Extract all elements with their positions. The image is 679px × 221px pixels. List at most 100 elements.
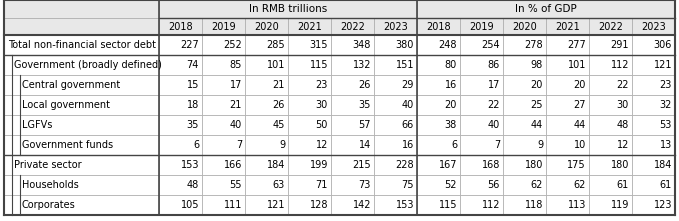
Text: Central government: Central government — [22, 80, 120, 90]
Bar — [460, 135, 503, 155]
Text: 142: 142 — [352, 200, 371, 210]
Text: 215: 215 — [352, 160, 371, 170]
Text: 228: 228 — [395, 160, 414, 170]
Bar — [4, 135, 159, 155]
Text: 168: 168 — [481, 160, 500, 170]
Bar — [374, 95, 417, 115]
Bar — [331, 55, 374, 75]
Bar — [503, 75, 546, 95]
Text: 22: 22 — [488, 100, 500, 110]
Bar — [374, 35, 417, 55]
Bar — [331, 195, 374, 215]
Bar — [288, 155, 331, 175]
Text: Local government: Local government — [22, 100, 110, 110]
Text: 252: 252 — [223, 40, 242, 50]
Bar — [245, 115, 288, 135]
Bar — [4, 175, 159, 195]
Text: 30: 30 — [316, 100, 328, 110]
Bar — [4, 195, 159, 215]
Bar — [245, 175, 288, 195]
Text: 118: 118 — [525, 200, 543, 210]
Text: 101: 101 — [267, 60, 285, 70]
Bar — [417, 155, 460, 175]
Text: 111: 111 — [223, 200, 242, 210]
Text: 2023: 2023 — [383, 21, 408, 32]
Text: 9: 9 — [279, 140, 285, 150]
Text: 40: 40 — [488, 120, 500, 130]
Text: 105: 105 — [181, 200, 199, 210]
Text: 17: 17 — [230, 80, 242, 90]
Text: 128: 128 — [310, 200, 328, 210]
Text: 18: 18 — [187, 100, 199, 110]
Bar — [288, 175, 331, 195]
Bar — [589, 155, 632, 175]
Text: 25: 25 — [530, 100, 543, 110]
Bar — [331, 75, 374, 95]
Text: 85: 85 — [230, 60, 242, 70]
Text: 277: 277 — [567, 40, 586, 50]
Text: 98: 98 — [531, 60, 543, 70]
Text: 115: 115 — [439, 200, 457, 210]
Text: 2022: 2022 — [598, 21, 623, 32]
Bar — [4, 35, 159, 55]
Bar — [4, 155, 159, 175]
Bar — [245, 75, 288, 95]
Bar — [159, 55, 202, 75]
Text: 75: 75 — [401, 180, 414, 190]
Bar — [546, 115, 589, 135]
Bar — [331, 175, 374, 195]
Bar — [632, 95, 675, 115]
Bar — [589, 35, 632, 55]
Text: 248: 248 — [439, 40, 457, 50]
Text: 27: 27 — [574, 100, 586, 110]
Bar — [288, 95, 331, 115]
Bar — [159, 115, 202, 135]
Text: 2018: 2018 — [168, 21, 193, 32]
Text: 227: 227 — [180, 40, 199, 50]
Bar — [245, 155, 288, 175]
Bar — [546, 195, 589, 215]
Text: 52: 52 — [445, 180, 457, 190]
Bar — [331, 135, 374, 155]
Bar — [331, 18, 374, 35]
Text: 29: 29 — [401, 80, 414, 90]
Text: 61: 61 — [660, 180, 672, 190]
Bar — [589, 75, 632, 95]
Text: 380: 380 — [396, 40, 414, 50]
Bar — [417, 115, 460, 135]
Text: 15: 15 — [187, 80, 199, 90]
Text: 55: 55 — [230, 180, 242, 190]
Bar — [245, 35, 288, 55]
Bar — [417, 195, 460, 215]
Text: 35: 35 — [359, 100, 371, 110]
Text: LGFVs: LGFVs — [22, 120, 52, 130]
Text: 66: 66 — [402, 120, 414, 130]
Bar — [374, 155, 417, 175]
Text: 2021: 2021 — [297, 21, 322, 32]
Bar — [4, 55, 159, 75]
Text: 44: 44 — [531, 120, 543, 130]
Text: 2020: 2020 — [512, 21, 537, 32]
Text: 45: 45 — [273, 120, 285, 130]
Text: 2019: 2019 — [211, 21, 236, 32]
Bar — [589, 195, 632, 215]
Text: 285: 285 — [266, 40, 285, 50]
Bar — [202, 55, 245, 75]
Text: 6: 6 — [193, 140, 199, 150]
Bar — [417, 75, 460, 95]
Text: 73: 73 — [359, 180, 371, 190]
Bar — [632, 75, 675, 95]
Text: 2022: 2022 — [340, 21, 365, 32]
Bar — [159, 135, 202, 155]
Bar — [503, 195, 546, 215]
Text: 48: 48 — [617, 120, 629, 130]
Bar — [4, 115, 159, 135]
Text: 184: 184 — [267, 160, 285, 170]
Text: 61: 61 — [617, 180, 629, 190]
Bar — [159, 18, 202, 35]
Bar — [288, 195, 331, 215]
Text: 153: 153 — [181, 160, 199, 170]
Text: 9: 9 — [537, 140, 543, 150]
Bar — [202, 95, 245, 115]
Text: 21: 21 — [273, 80, 285, 90]
